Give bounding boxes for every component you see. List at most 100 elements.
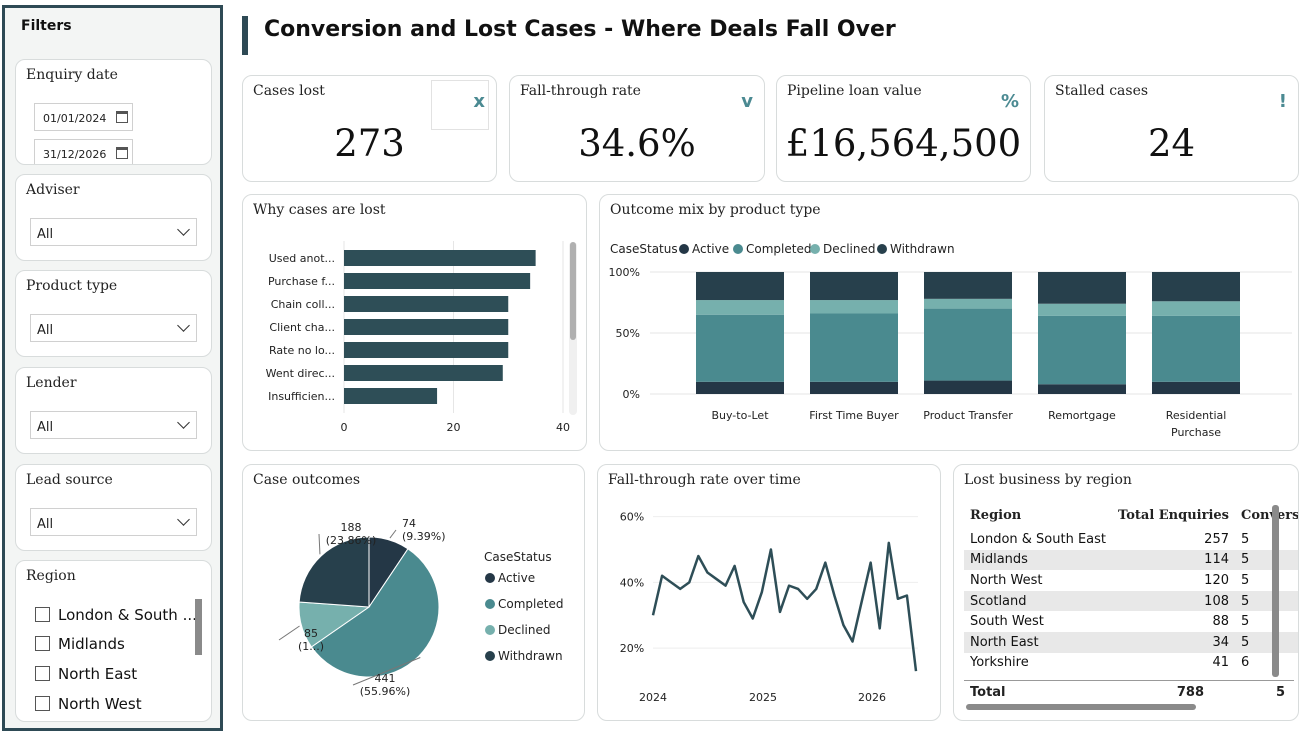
region-cell: London & South East <box>970 531 1107 547</box>
bar[interactable] <box>344 319 509 335</box>
table-row[interactable]: London & South East 257 5 <box>964 529 1298 550</box>
column-header[interactable]: Total Enquiries <box>1118 507 1229 523</box>
stacked-bar-segment[interactable] <box>1152 381 1240 394</box>
calendar-icon[interactable] <box>116 111 128 123</box>
stacked-bar-segment[interactable] <box>1038 303 1126 316</box>
stacked-bar-segment[interactable] <box>924 308 1012 381</box>
kpi-card-pipeline-loan-value[interactable]: Pipeline loan value % £16,564,500 <box>776 75 1031 182</box>
checkbox[interactable] <box>35 636 50 651</box>
calendar-icon[interactable] <box>116 147 128 159</box>
stacked-bar-segment[interactable] <box>924 298 1012 309</box>
stacked-bar-segment[interactable] <box>810 300 898 314</box>
stacked-bar-segment[interactable] <box>1038 272 1126 304</box>
chevron-down-icon <box>177 319 190 332</box>
enquiries-cell: 41 <box>1212 655 1229 671</box>
total-conversion: 5 <box>1276 685 1286 700</box>
stacked-bar-segment[interactable] <box>696 314 784 382</box>
checkbox[interactable] <box>35 607 50 622</box>
region-cell: Yorkshire <box>970 655 1029 671</box>
date-to-input[interactable]: 31/12/2026 <box>34 139 133 164</box>
lender-dropdown[interactable]: All <box>30 411 197 439</box>
checkbox[interactable] <box>35 666 50 681</box>
bar[interactable] <box>344 250 536 266</box>
conversion-cell: 5 <box>1235 590 1298 612</box>
series-line[interactable] <box>651 541 918 672</box>
kpi-value: £16,564,500 <box>785 122 1022 165</box>
bar[interactable] <box>344 342 509 358</box>
bar[interactable] <box>344 273 531 289</box>
stacked-bar-segment[interactable] <box>810 272 898 301</box>
check-icon: v <box>741 91 753 112</box>
kpi-value: 24 <box>1147 122 1196 165</box>
x-tick-label: 2026 <box>858 691 886 704</box>
region-option[interactable]: London & South ... <box>35 606 197 628</box>
chart-scrollbar-thumb[interactable] <box>570 242 576 340</box>
region-label: Region <box>26 568 76 584</box>
lead-source-dropdown[interactable]: All <box>30 508 197 536</box>
alert-icon: ! <box>1278 91 1287 112</box>
legend-label: Withdrawn <box>890 242 955 256</box>
stacked-bar-segment[interactable] <box>924 380 1012 394</box>
region-option[interactable]: North East <box>35 665 137 687</box>
column-header[interactable]: Region <box>970 507 1022 523</box>
outcome-mix-card[interactable]: Outcome mix by product type CaseStatus Ac… <box>599 194 1299 451</box>
kpi-card-fall-through-rate[interactable]: Fall-through rate v 34.6% <box>509 75 765 182</box>
stacked-bar-segment[interactable] <box>810 313 898 382</box>
case-outcomes-chart: 74(9.39%) 441(55.96%) 85(1...) 188(23.86%) C… <box>278 517 563 698</box>
table-vertical-scrollbar[interactable] <box>1272 505 1279 677</box>
adviser-dropdown[interactable]: All <box>30 218 197 246</box>
table-row[interactable]: Yorkshire 41 6 <box>964 653 1298 674</box>
region-scrollbar[interactable] <box>195 599 202 655</box>
chevron-down-icon <box>177 223 190 236</box>
pie-slice[interactable] <box>310 548 440 678</box>
region-option[interactable]: Midlands <box>35 635 125 657</box>
leader-line <box>278 625 300 641</box>
checkbox[interactable] <box>35 696 50 711</box>
stacked-bar-segment[interactable] <box>1152 272 1240 302</box>
stacked-bar-segment[interactable] <box>1038 384 1126 394</box>
kpi-card-stalled-cases[interactable]: Stalled cases ! 24 <box>1044 75 1299 182</box>
date-to-value: 31/12/2026 <box>43 148 107 161</box>
column-header[interactable]: Conversion <box>1241 507 1299 523</box>
stacked-bar-segment[interactable] <box>1038 315 1126 385</box>
x-tick-label: Product Transfer <box>923 409 1013 422</box>
bar[interactable] <box>344 365 503 381</box>
table-row[interactable]: South West 88 5 <box>964 611 1298 632</box>
case-outcomes-card[interactable]: Case outcomes 74 (9.39%) 441 (55.96%) 85 (1..… <box>242 464 585 721</box>
why-cases-lost-card[interactable]: Why cases are lost 0 20 40 Used anot... Purc… <box>242 194 587 451</box>
table-horizontal-scrollbar[interactable] <box>966 704 1196 710</box>
date-from-input[interactable]: 01/01/2024 <box>34 103 133 131</box>
fall-through-over-time-card[interactable]: Fall-through rate over time 20% 40% 60% 202… <box>597 464 941 721</box>
region-option[interactable]: North West <box>35 695 142 717</box>
date-from-value: 01/01/2024 <box>43 112 107 125</box>
stacked-bar-segment[interactable] <box>924 272 1012 299</box>
leader-line <box>318 533 321 555</box>
stacked-bar-segment[interactable] <box>696 272 784 301</box>
table-row[interactable]: Scotland 108 5 <box>964 590 1298 612</box>
lost-business-region-card[interactable]: Lost business by region Region Total Enq… <box>953 464 1299 721</box>
outcome-mix-chart: CaseStatus Active Completed Declined Withdra… <box>609 242 1292 439</box>
bar[interactable] <box>344 296 509 312</box>
chart-title: Why cases are lost <box>253 202 386 218</box>
region-cell: North East <box>964 631 1113 653</box>
stacked-bar-segment[interactable] <box>1152 315 1240 382</box>
data-label: (1...) <box>298 640 324 653</box>
stacked-bar-segment[interactable] <box>1152 301 1240 316</box>
chart-scrollbar-track[interactable] <box>569 242 577 415</box>
product-type-dropdown[interactable]: All <box>30 314 197 342</box>
legend-title: CaseStatus <box>610 242 678 256</box>
table-row[interactable]: North East 34 5 <box>964 631 1298 653</box>
pie-slice[interactable] <box>298 536 370 608</box>
bar[interactable] <box>344 388 438 404</box>
legend-marker <box>877 244 887 254</box>
table-row[interactable]: North West 120 5 <box>964 570 1298 591</box>
chart-title: Fall-through rate over time <box>608 472 801 488</box>
region-option-label: London & South ... <box>58 606 197 624</box>
x-tick-label: 20 <box>447 421 461 434</box>
table-row[interactable]: Midlands 114 5 <box>964 549 1298 571</box>
stacked-bar-segment[interactable] <box>696 300 784 315</box>
data-label: 85 <box>304 627 318 640</box>
kpi-card-cases-lost[interactable]: Cases lost x 273 <box>242 75 497 182</box>
stacked-bar-segment[interactable] <box>696 381 784 394</box>
stacked-bar-segment[interactable] <box>810 381 898 394</box>
